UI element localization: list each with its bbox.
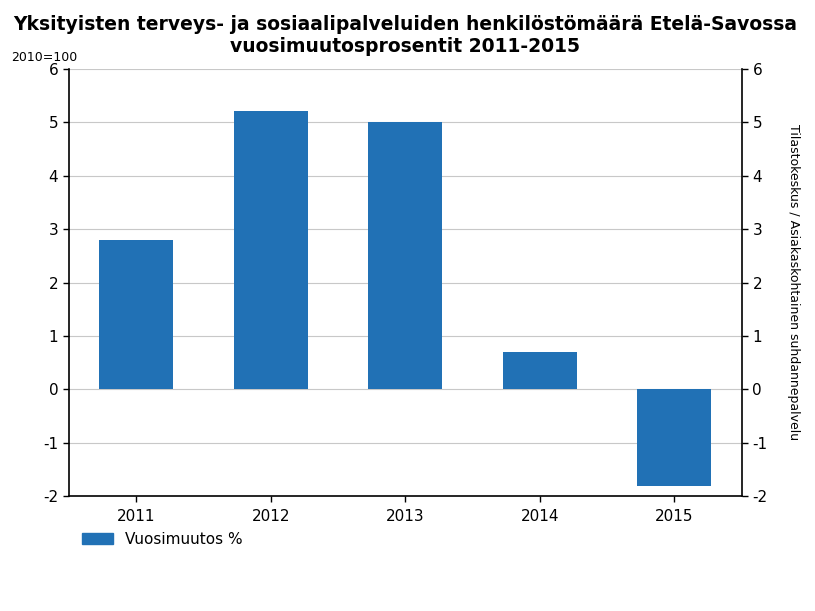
- Bar: [503, 352, 577, 389]
- Title: Yksityisten terveys- ja sosiaalipalveluiden henkilöstömäärä Etelä-Savossa
vuosim: Yksityisten terveys- ja sosiaalipalvelui…: [13, 15, 797, 56]
- Bar: [637, 389, 711, 486]
- Bar: [234, 111, 308, 389]
- Legend: Vuosimuutos %: Vuosimuutos %: [77, 525, 249, 553]
- Bar: [368, 122, 443, 389]
- Text: 2010=100: 2010=100: [11, 51, 77, 64]
- Bar: [99, 240, 174, 389]
- Y-axis label: Tilastokeskus / Asiakaskohtainen suhdannepalvelu: Tilastokeskus / Asiakaskohtainen suhdann…: [787, 125, 800, 441]
